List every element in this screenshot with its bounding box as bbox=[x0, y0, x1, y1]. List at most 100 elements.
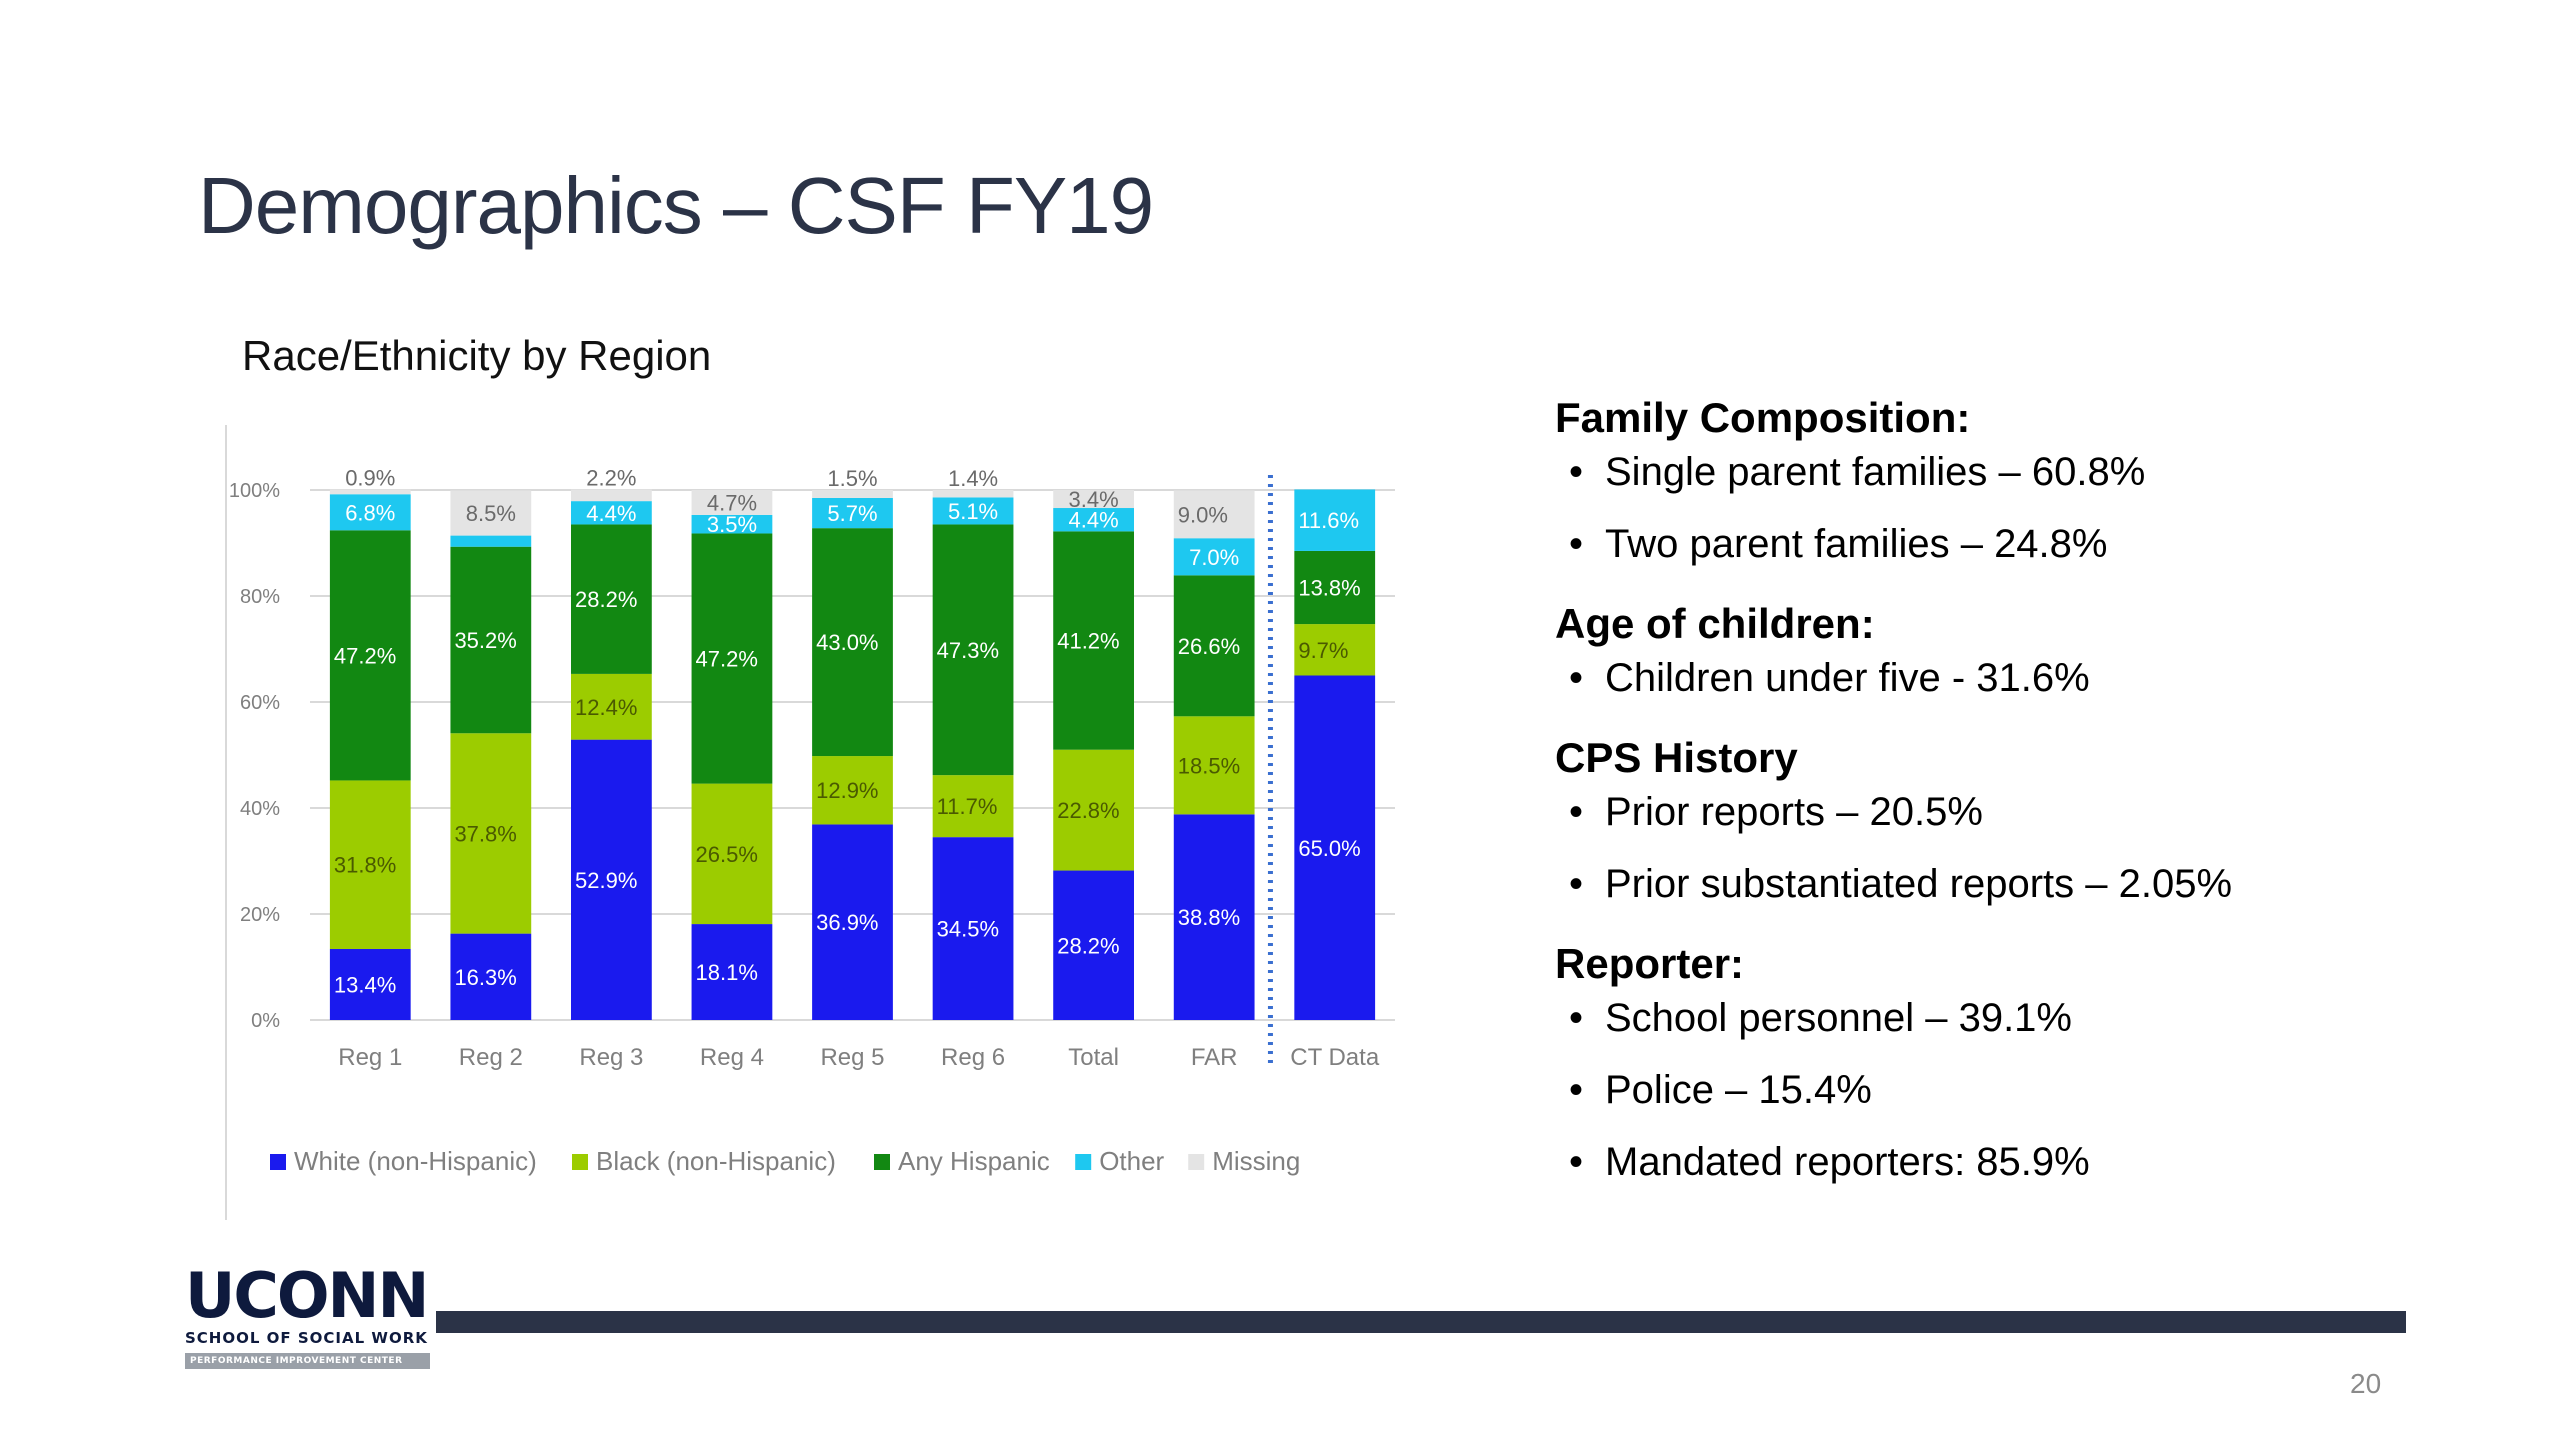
data-label: 11.6% bbox=[1298, 508, 1359, 533]
x-tick-label: Reg 5 bbox=[820, 1044, 884, 1071]
chart-title: Race/Ethnicity by Region bbox=[242, 332, 712, 379]
logo-band: PERFORMANCE IMPROVEMENT CENTER bbox=[185, 1353, 430, 1369]
data-label: 52.9% bbox=[575, 868, 637, 893]
data-label: 36.9% bbox=[816, 910, 878, 935]
page-number: 20 bbox=[2350, 1368, 2382, 1399]
y-tick-label: 20% bbox=[240, 904, 280, 926]
data-label: 7.0% bbox=[1189, 545, 1239, 570]
bar-segment bbox=[812, 528, 893, 757]
section-heading: CPS History bbox=[1555, 734, 1798, 781]
slide-title: Demographics – CSF FY19 bbox=[198, 161, 1154, 250]
bar-segment bbox=[571, 739, 652, 1020]
data-label: 4.7% bbox=[707, 490, 757, 515]
data-label: 22.8% bbox=[1057, 798, 1119, 823]
bar-segment bbox=[571, 489, 652, 502]
bar-segment bbox=[812, 490, 893, 498]
data-label: 38.8% bbox=[1178, 905, 1240, 930]
uconn-logo: UCONN SCHOOL OF SOCIAL WORK PERFORMANCE … bbox=[185, 1265, 430, 1369]
bar-segment bbox=[932, 490, 1014, 498]
bar-segment bbox=[932, 524, 1014, 776]
info-panel: Family Composition: Single parent famili… bbox=[1555, 390, 2455, 1214]
y-tick-label: 60% bbox=[240, 692, 280, 714]
bar-segment bbox=[1294, 489, 1376, 551]
legend-swatch bbox=[1075, 1154, 1092, 1170]
logo-subtitle: SCHOOL OF SOCIAL WORK bbox=[185, 1329, 428, 1347]
data-label: 18.1% bbox=[696, 960, 758, 985]
bar-segment bbox=[691, 533, 773, 784]
data-label: 26.6% bbox=[1178, 634, 1240, 659]
bar-segment bbox=[1173, 575, 1255, 717]
x-tick-label: FAR bbox=[1191, 1044, 1238, 1071]
data-label: 4.4% bbox=[586, 501, 636, 526]
bar-segment bbox=[1053, 870, 1134, 1020]
data-label: 12.4% bbox=[575, 695, 637, 720]
data-label: 5.1% bbox=[948, 499, 998, 524]
bar-segment bbox=[571, 673, 652, 740]
data-label: 5.7% bbox=[827, 501, 877, 526]
y-tick-label: 100% bbox=[229, 480, 280, 502]
bar-segment bbox=[571, 524, 652, 674]
data-label: 13.8% bbox=[1298, 576, 1360, 601]
bar-segment bbox=[329, 780, 411, 949]
section-family-composition: Family Composition: Single parent famili… bbox=[1555, 390, 2455, 570]
list-item: Mandated reporters: 85.9% bbox=[1569, 1136, 2455, 1188]
section-age-of-children: Age of children: Children under five - 3… bbox=[1555, 596, 2455, 704]
data-label: 1.4% bbox=[948, 466, 998, 491]
bar-segment bbox=[1294, 624, 1376, 676]
y-tick-label: 40% bbox=[240, 798, 280, 820]
bar-segment bbox=[1173, 716, 1255, 815]
bar-segment bbox=[1053, 508, 1134, 532]
bar-segment bbox=[812, 824, 893, 1020]
bar-segment bbox=[812, 756, 893, 825]
legend-label: Any Hispanic bbox=[898, 1146, 1050, 1176]
data-label: 41.2% bbox=[1057, 629, 1119, 654]
x-tick-label: Reg 4 bbox=[700, 1044, 764, 1071]
data-label: 47.3% bbox=[937, 638, 999, 663]
bar-segment bbox=[1053, 749, 1134, 871]
legend-label: Other bbox=[1099, 1146, 1164, 1176]
bar-segment bbox=[812, 497, 893, 529]
bar-segment bbox=[329, 530, 411, 781]
legend-label: Missing bbox=[1212, 1146, 1300, 1176]
bar-segment bbox=[450, 546, 532, 734]
data-label: 47.2% bbox=[334, 643, 396, 668]
data-label: 13.4% bbox=[334, 972, 396, 997]
data-label: 28.2% bbox=[575, 587, 637, 612]
list-item: Two parent families – 24.8% bbox=[1569, 518, 2455, 570]
bar-segment bbox=[571, 501, 652, 525]
data-label: 43.0% bbox=[816, 630, 878, 655]
y-tick-label: 0% bbox=[251, 1010, 280, 1032]
legend-label: White (non-Hispanic) bbox=[294, 1146, 537, 1176]
data-label: 47.2% bbox=[696, 647, 758, 672]
bar-segment bbox=[1053, 531, 1134, 750]
data-label: 31.8% bbox=[334, 853, 396, 878]
bar-segment bbox=[1294, 550, 1376, 625]
bar-segment bbox=[932, 837, 1014, 1020]
data-label: 16.3% bbox=[454, 965, 516, 990]
section-reporter: Reporter: School personnel – 39.1% Polic… bbox=[1555, 936, 2455, 1188]
bar-segment bbox=[932, 497, 1014, 525]
x-tick-label: Total bbox=[1068, 1044, 1119, 1071]
data-label: 2.2% bbox=[586, 465, 636, 490]
data-label: 28.2% bbox=[1057, 933, 1119, 958]
bar-segment bbox=[691, 924, 773, 1020]
bar-segment bbox=[691, 514, 773, 534]
bar-segment bbox=[329, 494, 411, 531]
footer-bar bbox=[436, 1311, 2406, 1333]
data-label: 4.4% bbox=[1069, 508, 1119, 533]
list-item: Prior reports – 20.5% bbox=[1569, 786, 2455, 838]
data-label: 34.5% bbox=[937, 917, 999, 942]
legend-swatch bbox=[572, 1154, 588, 1170]
list-item: Prior substantiated reports – 2.05% bbox=[1569, 858, 2455, 910]
bar-segment bbox=[691, 783, 773, 925]
bar-segment bbox=[450, 733, 532, 934]
bar-segment bbox=[450, 535, 532, 547]
data-label: 6.8% bbox=[345, 500, 395, 525]
list-item: Single parent families – 60.8% bbox=[1569, 446, 2455, 498]
logo-wordmark: UCONN bbox=[185, 1259, 429, 1332]
bar-segment bbox=[1053, 490, 1134, 509]
data-label: 3.5% bbox=[707, 512, 757, 537]
legend-swatch bbox=[1188, 1154, 1205, 1170]
data-label: 11.7% bbox=[937, 794, 998, 819]
data-label: 35.2% bbox=[454, 628, 516, 653]
